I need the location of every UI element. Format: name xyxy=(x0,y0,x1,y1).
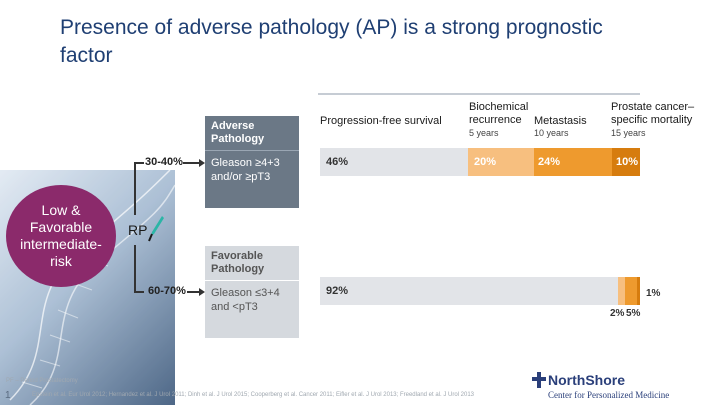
logo-name: NorthShore xyxy=(548,372,625,388)
column-header-bcr: Biochemical recurrence xyxy=(469,101,529,126)
connector-lower-horizontal xyxy=(134,291,144,293)
header-divider xyxy=(318,93,640,95)
page-number: 1 xyxy=(5,390,11,401)
favorable-pathology-criteria: Gleason ≤3+4 and <pT3 xyxy=(211,287,280,313)
favorable-bcr-segment xyxy=(618,277,625,305)
adverse-bcr-segment: 20% xyxy=(468,148,534,176)
favorable-pcsm-segment xyxy=(637,277,640,305)
favorable-bcr-value: 2% xyxy=(610,308,625,319)
favorable-metastasis-value: 5% xyxy=(626,308,641,319)
adverse-bcr-value: 20% xyxy=(474,156,497,168)
scalpel-icon xyxy=(148,216,164,242)
card-divider xyxy=(205,150,299,151)
favorable-pcsm-value: 1% xyxy=(646,288,661,299)
column-sub-bcr: 5 years xyxy=(469,128,499,138)
logo-cross-icon xyxy=(532,372,546,388)
footer-abbreviation: PF – Period Prostatectomy xyxy=(6,378,78,384)
logo-subtitle: Center for Personalized Medicine xyxy=(548,390,670,400)
adverse-pathology-heading: Adverse Pathology xyxy=(211,120,265,145)
slide-title: Presence of adverse pathology (AP) is a … xyxy=(60,16,603,67)
favorable-metastasis-segment xyxy=(625,277,637,305)
favorable-pfs-value: 92% xyxy=(326,285,349,297)
adverse-outcome-bar: 46% 20% 24% 10% xyxy=(320,148,640,176)
risk-group-label: Low & Favorable intermediate- risk xyxy=(20,202,102,269)
favorable-percent: 60-70% xyxy=(148,285,186,297)
footer-references: Epstein et al. Eur Urol 2012; Hernandez … xyxy=(32,392,475,398)
adverse-pfs-value: 46% xyxy=(326,156,349,168)
column-header-pfs: Progression-free survival xyxy=(320,115,442,127)
connector-lower-vertical xyxy=(134,245,136,292)
column-sub-pcsm: 15 years xyxy=(611,128,646,138)
favorable-outcome-bar: 92% xyxy=(320,277,640,305)
favorable-pathology-card: Favorable Pathology Gleason ≤3+4 and <pT… xyxy=(205,246,299,338)
adverse-pcsm-value: 10% xyxy=(616,156,639,168)
adverse-pcsm-segment: 10% xyxy=(612,148,640,176)
adverse-pathology-criteria: Gleason ≥4+3 and/or ≥pT3 xyxy=(211,157,280,183)
connector-upper-horizontal xyxy=(134,162,144,164)
risk-group-circle: Low & Favorable intermediate- risk xyxy=(6,185,116,287)
column-sub-metastasis: 10 years xyxy=(534,128,569,138)
arrow-right-icon xyxy=(183,159,205,167)
adverse-pathology-card: Adverse Pathology Gleason ≥4+3 and/or ≥p… xyxy=(205,116,299,208)
adverse-metastasis-value: 24% xyxy=(538,156,561,168)
favorable-pathology-heading: Favorable Pathology xyxy=(211,250,265,275)
connector-upper-vertical xyxy=(134,162,136,215)
treatment-label: RP xyxy=(128,222,148,238)
column-header-metastasis: Metastasis xyxy=(534,115,587,127)
adverse-percent: 30-40% xyxy=(145,156,183,168)
column-header-pcsm: Prostate cancer– specific mortality xyxy=(611,101,695,126)
card-divider xyxy=(205,280,299,281)
arrow-right-icon xyxy=(187,288,205,296)
adverse-metastasis-segment: 24% xyxy=(534,148,612,176)
